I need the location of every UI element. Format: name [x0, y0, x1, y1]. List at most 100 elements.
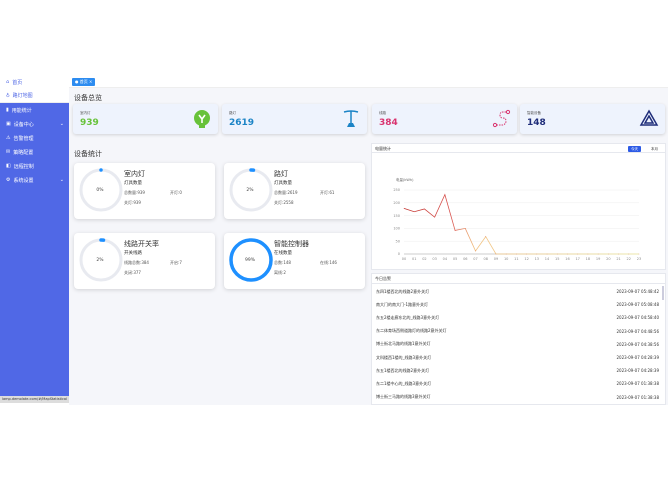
stat-on: 在线:146 — [320, 260, 337, 265]
map-icon: ♁ — [6, 92, 10, 99]
stat-subtitle: 灯具数量 — [274, 181, 292, 186]
overview-card[interactable]: 路灯 2619 — [222, 104, 367, 134]
x-tick-label: 06 — [463, 257, 467, 261]
overview-card[interactable]: 智能设备 148 — [520, 104, 665, 134]
sidebar-item-6[interactable]: ◧ 远程控制 — [0, 159, 69, 173]
x-tick-label: 12 — [524, 257, 528, 261]
progress-ring — [79, 238, 123, 282]
sidebar-item-5[interactable]: ✉ 策略配置 — [0, 145, 69, 159]
stat-card: 2% 路灯 灯具数量 总数量:2619 开灯:61 关灯:2558 — [224, 163, 365, 219]
stat-off: 离线:2 — [274, 270, 286, 275]
alarm-panel: 今日告警 东四1楼西北的线路2意外关灯 2023-09-07 05:48:42 南大… — [371, 273, 666, 405]
x-tick-label: 20 — [606, 257, 610, 261]
x-tick-label: 13 — [535, 257, 539, 261]
sidebar-item-label: 路灯地图 — [12, 93, 33, 99]
x-tick-label: 22 — [627, 257, 631, 261]
card-label: 室内灯 — [80, 111, 91, 115]
card-label: 线路 — [379, 111, 386, 115]
data-point — [465, 228, 466, 229]
alarm-row[interactable]: 南大门的南大门-1路意外关灯 2023-09-07 05:08:48 — [372, 298, 665, 311]
x-tick-label: 00 — [402, 257, 406, 261]
alarm-row[interactable]: 博士街北马路的线路1意外关灯 2023-09-07 04:38:56 — [372, 338, 665, 351]
sidebar-item-label: 用能统计 — [11, 107, 32, 114]
tab-home[interactable]: ● 首页 × — [72, 78, 96, 86]
tab-close-icon[interactable]: × — [89, 79, 93, 84]
sidebar-item-0[interactable]: ⌂ 首页 — [0, 75, 69, 89]
month-button[interactable]: 本月 — [651, 147, 658, 151]
stat-title: 线路开关率 — [124, 240, 159, 248]
stat-card: 2% 线路开关率 开关线路 线路总数:384 开启:7 关闭:377 — [74, 233, 215, 289]
sidebar-item-4[interactable]: ⚠ 告警管理 — [0, 131, 69, 145]
alarm-row[interactable]: 东二1楼中心的_线路3意外关灯 2023-09-07 01:38:38 — [372, 377, 665, 390]
sidebar-item-label: 策略配置 — [13, 149, 34, 156]
data-point — [608, 253, 609, 255]
stat-total: 总数:148 — [274, 260, 291, 265]
data-point — [597, 253, 599, 255]
stat-on: 开灯:0 — [170, 190, 182, 195]
alarm-text: 文科楼西1楼的_线路3意外关灯 — [376, 354, 432, 360]
data-point — [495, 253, 497, 255]
alarm-title: 今日告警 — [372, 274, 665, 284]
data-point — [587, 253, 589, 255]
y-tick-label: 150 — [393, 214, 400, 218]
stat-on: 开灯:61 — [320, 190, 335, 195]
alarm-text: 东五1楼西北的线路2意外关灯 — [376, 367, 430, 373]
data-point — [536, 253, 538, 255]
y-tick-label: 250 — [393, 188, 400, 192]
progress-ring — [229, 238, 273, 282]
alarm-text: 东二1楼中心的_线路3意外关灯 — [376, 380, 432, 386]
alarm-time: 2023-09-07 01:38:38 — [616, 394, 659, 400]
overview-card[interactable]: 室内灯 939 — [73, 104, 218, 134]
device-icon: ▣ — [6, 121, 11, 127]
x-tick-label: 03 — [432, 257, 436, 261]
alarm-row[interactable]: 文科楼西1楼的_线路3意外关灯 2023-09-07 04:28:39 — [372, 351, 665, 364]
x-tick-label: 16 — [565, 257, 569, 261]
energy-line-chart: 电量(kWh) 0 50 100 150 200 250 00 01 02 03 04 05 06 07 08… — [393, 177, 641, 261]
stat-subtitle: 开关线路 — [124, 251, 142, 256]
sidebar-item-3[interactable]: ▣ 设备中心 ⌄ — [0, 117, 69, 131]
sidebar-item-label: 系统设置 — [13, 177, 34, 184]
card-value: 2619 — [229, 118, 255, 128]
sidebar-item-label: 首页 — [12, 79, 23, 86]
sidebar-item-1[interactable]: ♁ 路灯地图 — [0, 89, 69, 103]
scrollbar[interactable] — [662, 286, 664, 300]
alarm-row[interactable]: 东五1楼西北的线路2意外关灯 2023-09-07 04:28:39 — [372, 364, 665, 377]
alarm-row[interactable]: 东五2楼走廊东北的_线路3意外关灯 2023-09-07 04:58:40 — [372, 311, 665, 324]
bar-chart-icon: ▮ — [6, 107, 9, 113]
data-point — [505, 253, 507, 255]
alarm-row[interactable]: 博士街三马路的线路3意外关灯 2023-09-07 01:38:38 — [372, 391, 665, 404]
x-tick-label: 17 — [575, 257, 579, 261]
sidebar-item-7[interactable]: ⚙ 系统设置 ⌄ — [0, 173, 69, 187]
percent-label: 0% — [96, 188, 104, 193]
tab-bar: ● 首页 × — [69, 75, 668, 88]
x-tick-label: 18 — [586, 257, 590, 261]
data-point — [454, 230, 456, 231]
alarm-time: 2023-09-07 05:08:48 — [616, 302, 659, 308]
stat-title: 室内灯 — [124, 170, 145, 178]
card-value: 939 — [80, 118, 99, 128]
alarm-time: 2023-09-07 04:28:39 — [616, 368, 659, 374]
chevron-down-icon: ⌄ — [59, 121, 64, 127]
stat-on: 开启:7 — [170, 260, 182, 265]
percent-label: 2% — [96, 258, 104, 263]
chart-title: 电量统计 — [375, 146, 391, 151]
data-point — [424, 208, 425, 210]
alarm-row[interactable]: 东四1楼西北的线路2意外关灯 2023-09-07 05:48:42 — [372, 285, 665, 298]
x-tick-label: 15 — [555, 257, 559, 261]
sidebar-item-label: 设备中心 — [13, 121, 34, 128]
overview-card[interactable]: 线路 384 — [372, 104, 517, 134]
home-icon: ⌂ — [6, 79, 10, 85]
settings-icon: ⚙ — [6, 177, 11, 183]
today-button[interactable]: 今天 — [628, 146, 641, 152]
bulb-icon — [194, 110, 210, 128]
sidebar-item-2[interactable]: ▮ 用能统计 — [0, 103, 69, 117]
street-lamp-icon — [343, 110, 359, 127]
x-tick-label: 07 — [473, 257, 477, 261]
alarm-time: 2023-09-07 04:28:39 — [616, 355, 659, 361]
stat-subtitle: 在线数量 — [274, 251, 292, 256]
progress-ring — [79, 168, 123, 212]
alarm-row[interactable]: 东二体育场西侧道路灯的线路2意外关灯 2023-09-07 04:48:56 — [372, 325, 665, 338]
energy-chart-panel: 电量统计 今天 本月 电量(kWh) 0 50 100 150 200 250 00 01 02 0… — [371, 143, 666, 270]
x-tick-label: 10 — [504, 257, 508, 261]
percent-label: 99% — [244, 258, 255, 263]
